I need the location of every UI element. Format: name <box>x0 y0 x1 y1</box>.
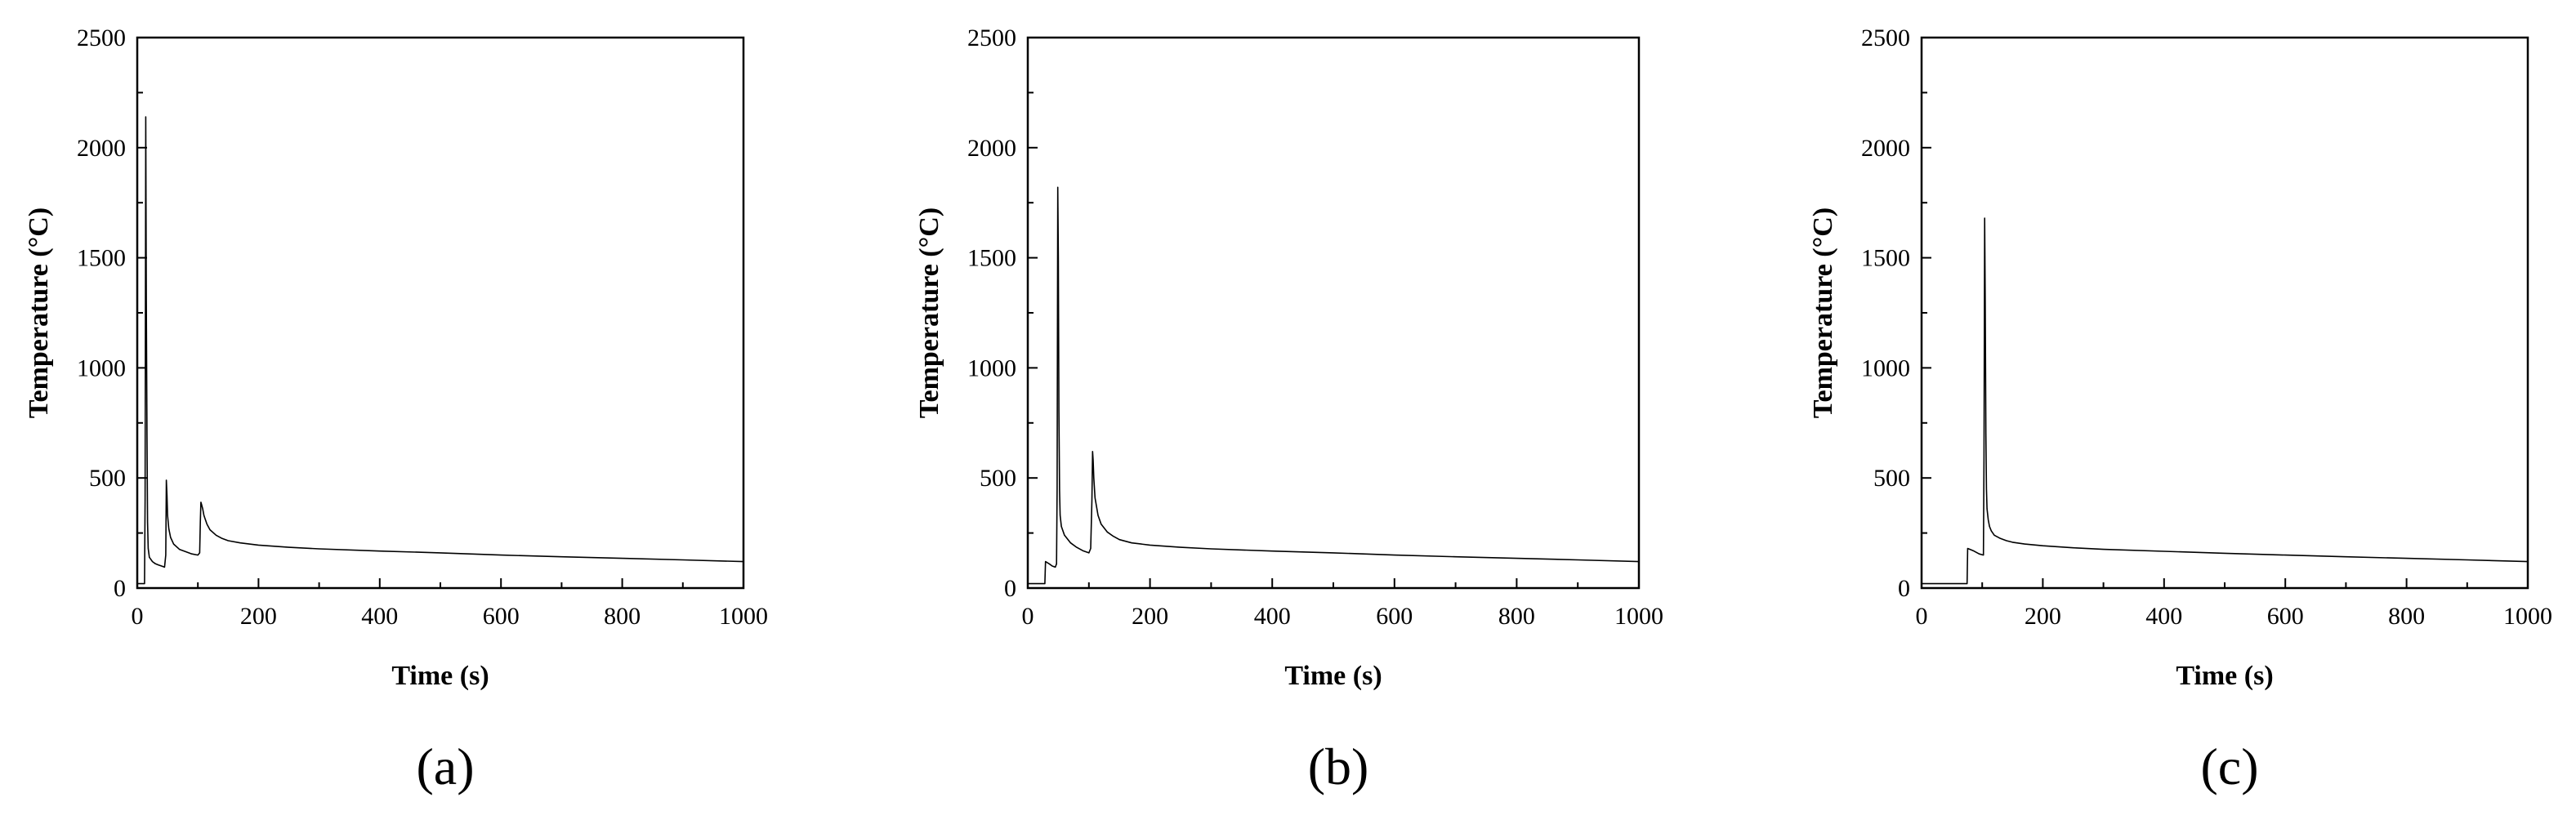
panel-label-c: (c) <box>2200 738 2258 796</box>
y-tick-label-c: 0 <box>1898 575 1910 602</box>
x-tick-label-a: 0 <box>132 603 144 630</box>
y-tick-label-c: 2500 <box>1861 25 1910 51</box>
y-tick-label-c: 500 <box>1873 465 1910 492</box>
x-tick-label-c: 0 <box>1916 603 1928 630</box>
chart-panel-c: 0 200 400 600 800 1000 0 500 1000 1500 2000 2500 Tim… <box>1808 25 2552 796</box>
y-tick-label-b: 2000 <box>967 135 1016 162</box>
temperature-series-line-a <box>137 116 744 585</box>
y-tick-label-c: 1500 <box>1861 245 1910 272</box>
y-tick-label-a: 2000 <box>77 135 126 162</box>
y-tick-label-b: 0 <box>1004 575 1016 602</box>
x-tick-label-b: 800 <box>1498 603 1535 630</box>
y-tick-label-a: 2500 <box>77 25 126 51</box>
x-axis-title-c: Time (s) <box>2176 661 2273 691</box>
x-tick-label-a: 400 <box>361 603 398 630</box>
temperature-series-line-c <box>1922 217 2529 585</box>
x-tick-label-b: 0 <box>1022 603 1034 630</box>
plot-frame-a <box>136 36 745 590</box>
x-tick-label-a: 1000 <box>719 603 768 630</box>
y-tick-label-a: 1000 <box>77 354 126 381</box>
x-tick-label-b: 400 <box>1254 603 1291 630</box>
x-tick-label-b: 200 <box>1132 603 1168 630</box>
y-tick-label-c: 2000 <box>1861 135 1910 162</box>
x-tick-label-b: 1000 <box>1614 603 1663 630</box>
y-tick-label-a: 0 <box>114 575 126 602</box>
y-axis-title-a: Temperature (°C) <box>24 207 54 418</box>
x-tick-label-c: 600 <box>2267 603 2304 630</box>
chart-panel-a: 0 200 400 600 800 1000 0 500 1000 1500 2000 2500 Tim… <box>24 25 768 796</box>
y-tick-label-b: 2500 <box>967 25 1016 51</box>
y-tick-label-c: 1000 <box>1861 354 1910 381</box>
x-tick-label-a: 200 <box>240 603 277 630</box>
y-tick-label-b: 500 <box>980 465 1016 492</box>
x-tick-label-c: 400 <box>2145 603 2182 630</box>
y-axis-title-c: Temperature (°C) <box>1808 207 1838 418</box>
y-tick-label-b: 1500 <box>967 245 1016 272</box>
panel-label-b: (b) <box>1308 738 1369 796</box>
y-tick-label-b: 1000 <box>967 354 1016 381</box>
x-tick-label-a: 800 <box>604 603 641 630</box>
x-tick-label-c: 1000 <box>2503 603 2552 630</box>
plot-frame-b <box>1026 36 1641 590</box>
y-axis-title-b: Temperature (°C) <box>914 207 944 418</box>
x-tick-label-b: 600 <box>1376 603 1413 630</box>
panel-label-a: (a) <box>416 738 474 796</box>
x-tick-label-a: 600 <box>483 603 520 630</box>
x-axis-title-a: Time (s) <box>391 661 489 691</box>
plot-frame-c <box>1920 36 2529 590</box>
chart-panel-b: 0 200 400 600 800 1000 0 500 1000 1500 2000 2500 Tim… <box>914 25 1663 796</box>
y-tick-label-a: 500 <box>89 465 126 492</box>
y-tick-label-a: 1500 <box>77 245 126 272</box>
x-tick-label-c: 200 <box>2025 603 2061 630</box>
x-tick-label-c: 800 <box>2388 603 2425 630</box>
temperature-series-line-b <box>1028 186 1640 585</box>
x-axis-title-b: Time (s) <box>1284 661 1382 691</box>
